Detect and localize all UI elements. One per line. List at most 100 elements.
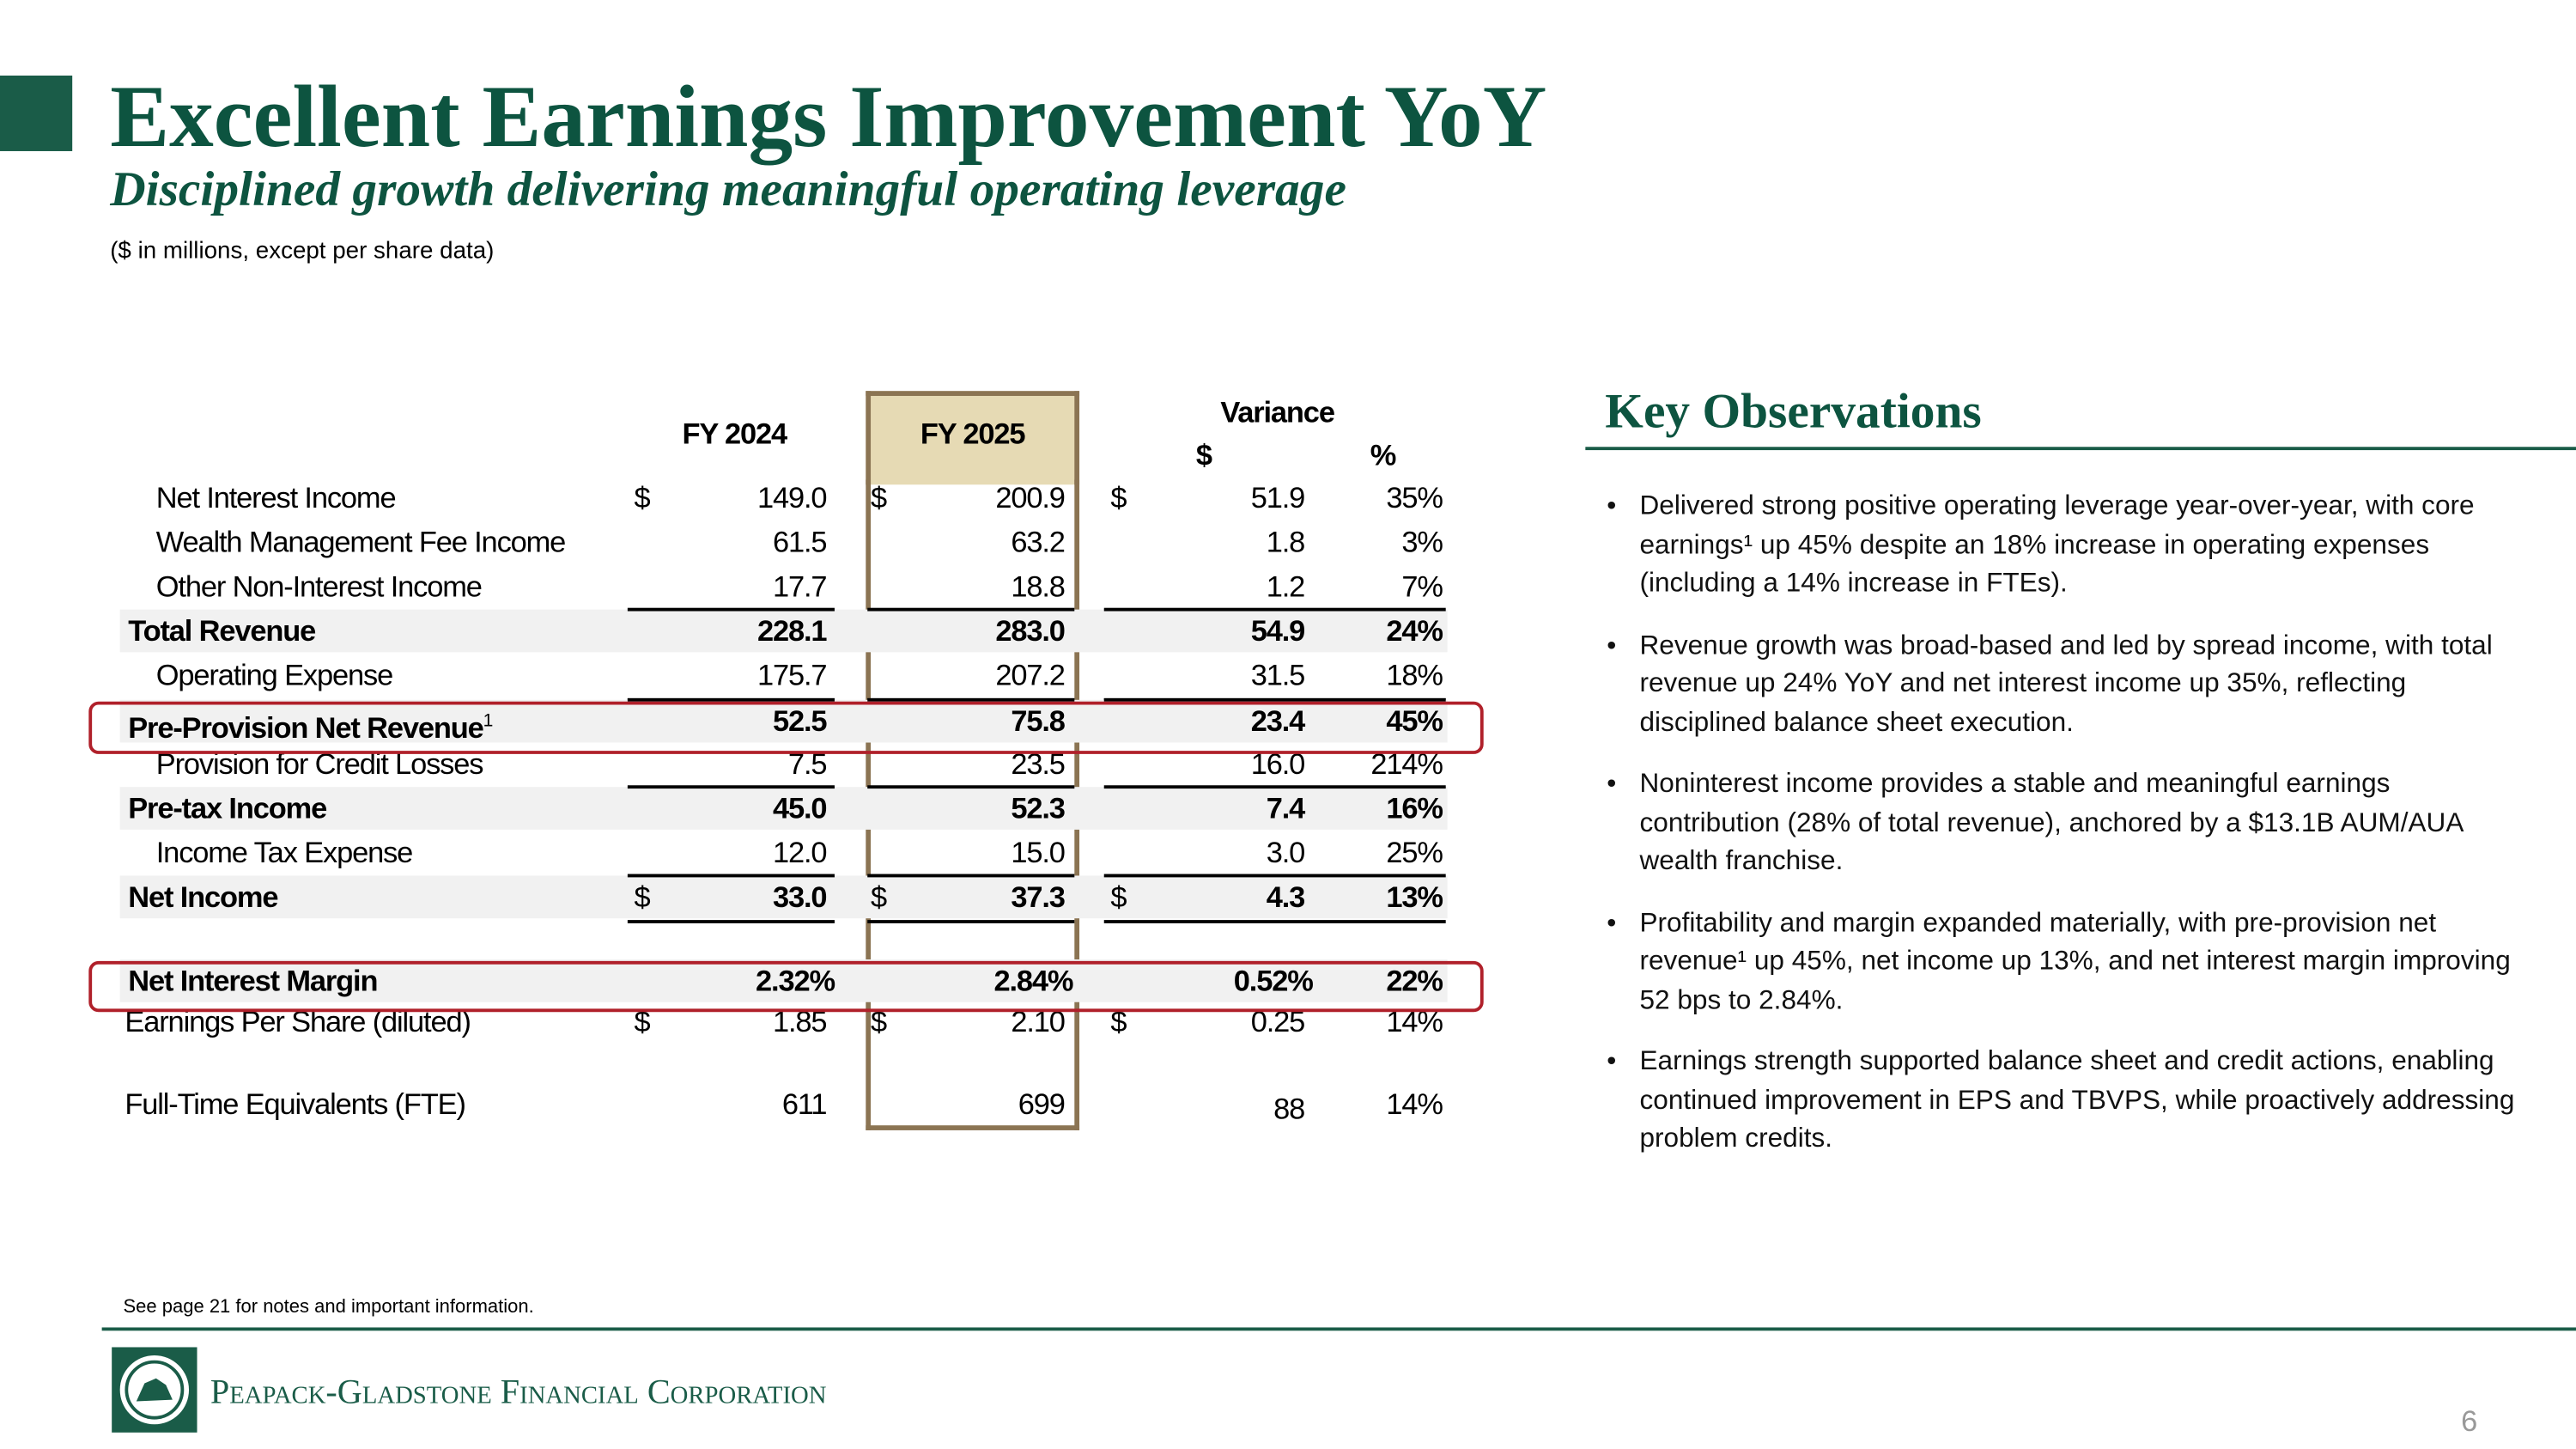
row-label: Pre-tax Income: [128, 792, 327, 825]
cell: 35%: [1386, 481, 1443, 514]
currency: $: [1110, 481, 1127, 514]
cell: 63.2: [1011, 526, 1066, 559]
cell: 13%: [1386, 880, 1443, 914]
cell: 0.52%: [1233, 964, 1314, 998]
cell: 7%: [1401, 569, 1443, 603]
row-label: Pre-Provision Net Revenue1: [128, 705, 494, 745]
row-label: Operating Expense: [155, 658, 393, 692]
cell: 75.8: [1011, 704, 1066, 738]
label-text: Income Tax Expense: [155, 836, 414, 869]
bullet: Revenue growth was broad-based and led b…: [1603, 627, 2523, 743]
cell: 611: [781, 1087, 828, 1121]
cell: 16%: [1386, 791, 1443, 825]
cell: 52.3: [1011, 791, 1066, 825]
cell: 51.9: [1250, 481, 1306, 514]
cell: 22%: [1386, 964, 1443, 998]
rule: [627, 607, 835, 611]
footnote-ref: 1: [483, 711, 494, 732]
label-text: Wealth Management Fee Income: [155, 526, 567, 559]
cell: 4.3: [1266, 880, 1306, 914]
row-shade: [119, 959, 1448, 1002]
col-header: FY 2024: [682, 417, 787, 451]
bullet: Noninterest income provides a stable and…: [1603, 765, 2523, 881]
currency: $: [871, 880, 887, 914]
rule: [627, 920, 835, 922]
row-shade: [119, 609, 1448, 653]
row-label: Wealth Management Fee Income: [155, 526, 567, 559]
row-shade: [119, 787, 1448, 830]
cell: 228.1: [756, 614, 828, 648]
cell: 31.5: [1250, 658, 1306, 692]
bullet-list: Delivered strong positive operating leve…: [1603, 488, 2523, 1182]
cell: 175.7: [756, 658, 828, 692]
fy2025-header-box: [866, 391, 1080, 485]
col-header: Variance: [1220, 395, 1335, 429]
row-label: Net Interest Income: [156, 481, 397, 514]
row-label: Full-Time Equivalents (FTE): [125, 1087, 466, 1120]
rule: [1103, 607, 1446, 611]
rule: [867, 874, 1075, 877]
cell: 17.7: [772, 569, 828, 603]
cell: 25%: [1386, 836, 1443, 869]
page-number: 6: [2461, 1404, 2478, 1438]
accent-square: [0, 75, 73, 151]
cell: 14%: [1386, 1087, 1443, 1121]
units-note: ($ in millions, except per share data): [110, 238, 495, 265]
cell: 3%: [1401, 526, 1443, 559]
rule: [867, 697, 1075, 701]
cell: 52.5: [772, 704, 828, 738]
cell: 54.9: [1250, 614, 1306, 648]
footer-rule: [101, 1327, 2576, 1331]
label-text: Operating Expense: [155, 658, 393, 692]
currency: $: [634, 880, 651, 914]
logo: [112, 1347, 197, 1433]
cell: 7.4: [1266, 791, 1306, 825]
rule: [1103, 785, 1446, 788]
row-label: Other Non-Interest Income: [156, 570, 483, 603]
cell: 283.0: [995, 614, 1066, 648]
subtitle: Disciplined growth delivering meaningful…: [110, 162, 1346, 217]
label-text: Total Revenue: [128, 614, 316, 648]
cell: 18.8: [1011, 569, 1066, 603]
cell: 37.3: [1011, 880, 1066, 914]
bullet: Delivered strong positive operating leve…: [1603, 488, 2523, 604]
observations-title: Key Observations: [1605, 384, 1982, 439]
col-header: %: [1370, 438, 1397, 472]
cell: 45.0: [772, 791, 828, 825]
rule: [1103, 874, 1446, 877]
highlight-box: [88, 960, 1484, 1013]
cell: 61.5: [772, 526, 828, 559]
cell: 207.2: [995, 658, 1066, 692]
cell: 1.2: [1266, 569, 1306, 603]
row-label: Net Income: [128, 880, 278, 913]
row-label: Total Revenue: [128, 614, 316, 648]
cell: 24%: [1386, 614, 1443, 648]
currency: $: [634, 1005, 651, 1038]
rule: [1103, 697, 1446, 701]
col-header: $: [1195, 438, 1212, 472]
bullet: Profitability and margin expanded materi…: [1603, 904, 2523, 1020]
rule: [867, 785, 1075, 788]
cell: 2.32%: [756, 964, 835, 998]
currency: $: [871, 481, 887, 514]
currency: $: [1110, 1005, 1127, 1038]
cell: 18%: [1386, 658, 1443, 692]
cell: 15.0: [1011, 836, 1066, 869]
rule: [627, 785, 835, 788]
row-shade: [119, 699, 1448, 743]
rule: [1585, 447, 2576, 451]
rule: [1103, 920, 1446, 922]
cell: 23.4: [1250, 704, 1306, 738]
row-shade: [119, 875, 1448, 919]
label-text: Net Interest Margin: [128, 964, 378, 998]
cell: 45%: [1386, 704, 1443, 738]
rule: [867, 607, 1075, 611]
rule: [627, 697, 835, 701]
cell: 200.9: [995, 481, 1066, 514]
cell: 699: [1018, 1087, 1066, 1121]
cell: 12.0: [772, 836, 828, 869]
label-text: Pre-Provision Net Revenue: [128, 711, 484, 745]
cell: 88: [1273, 1092, 1305, 1126]
footnote: See page 21 for notes and important info…: [123, 1298, 534, 1318]
